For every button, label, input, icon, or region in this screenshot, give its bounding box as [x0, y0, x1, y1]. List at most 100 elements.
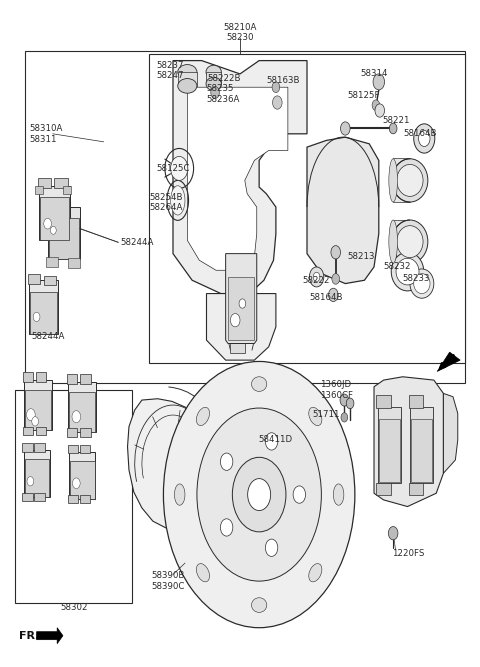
Bar	[80, 374, 91, 384]
Ellipse shape	[196, 564, 210, 582]
Polygon shape	[374, 377, 444, 506]
Bar	[410, 407, 433, 484]
Bar	[36, 372, 46, 382]
Ellipse shape	[309, 564, 322, 582]
Bar	[68, 258, 80, 268]
Bar	[409, 395, 423, 408]
Text: 58254B
58264A: 58254B 58264A	[149, 193, 182, 212]
Bar	[80, 428, 91, 437]
Text: FR.: FR.	[19, 631, 39, 641]
Text: 58390B
58390C: 58390B 58390C	[152, 572, 185, 591]
Ellipse shape	[178, 79, 197, 93]
Ellipse shape	[196, 408, 210, 426]
Ellipse shape	[391, 252, 424, 291]
Bar	[29, 280, 58, 334]
Text: 58233: 58233	[403, 274, 430, 283]
Circle shape	[44, 218, 51, 229]
Bar	[409, 483, 423, 494]
Ellipse shape	[178, 65, 197, 79]
Ellipse shape	[410, 269, 434, 298]
Circle shape	[273, 96, 282, 109]
Bar	[149, 54, 465, 364]
Bar	[34, 493, 45, 501]
Bar	[68, 382, 96, 432]
Bar	[411, 419, 432, 482]
Text: 51711: 51711	[313, 410, 340, 419]
Bar	[30, 291, 57, 334]
Polygon shape	[173, 61, 307, 293]
Bar	[36, 427, 46, 436]
Text: 58125C: 58125C	[156, 164, 190, 173]
Bar	[376, 395, 391, 408]
Bar	[38, 177, 51, 188]
Circle shape	[163, 362, 355, 628]
Text: 1360JD
1360CF: 1360JD 1360CF	[321, 380, 353, 400]
Circle shape	[310, 267, 324, 287]
Circle shape	[419, 131, 430, 147]
Circle shape	[346, 398, 354, 409]
Circle shape	[27, 477, 34, 486]
Ellipse shape	[397, 165, 423, 196]
Bar	[15, 390, 132, 603]
Text: 58221: 58221	[382, 116, 409, 125]
Bar	[39, 185, 70, 240]
Polygon shape	[444, 394, 458, 474]
Circle shape	[389, 123, 397, 134]
Bar	[46, 257, 58, 267]
Bar	[23, 427, 33, 436]
Bar	[24, 380, 52, 430]
Bar	[22, 444, 33, 452]
Ellipse shape	[333, 484, 344, 505]
Text: 58314: 58314	[360, 69, 388, 79]
Circle shape	[220, 453, 233, 470]
Circle shape	[414, 124, 435, 153]
Circle shape	[197, 408, 322, 581]
Ellipse shape	[174, 484, 185, 505]
Circle shape	[239, 299, 246, 308]
Circle shape	[313, 272, 320, 281]
Bar	[393, 219, 410, 263]
Ellipse shape	[252, 377, 267, 392]
Bar	[24, 450, 50, 496]
Ellipse shape	[389, 220, 397, 263]
Ellipse shape	[252, 598, 267, 612]
Ellipse shape	[206, 65, 221, 79]
Bar	[178, 72, 197, 86]
Circle shape	[340, 394, 348, 406]
Circle shape	[388, 526, 398, 540]
Bar	[24, 390, 51, 430]
Text: 58302: 58302	[60, 603, 88, 612]
Bar	[40, 197, 69, 240]
Bar	[24, 51, 465, 384]
Bar	[206, 72, 221, 84]
Circle shape	[220, 519, 233, 536]
Circle shape	[375, 104, 384, 117]
Ellipse shape	[206, 77, 221, 91]
Circle shape	[72, 411, 81, 423]
Circle shape	[265, 539, 278, 556]
Bar	[67, 428, 77, 437]
Ellipse shape	[397, 225, 423, 257]
Circle shape	[293, 486, 306, 503]
Ellipse shape	[392, 220, 428, 263]
Bar	[376, 483, 391, 494]
Polygon shape	[307, 137, 379, 283]
Circle shape	[32, 417, 38, 426]
Text: 58310A
58311: 58310A 58311	[29, 124, 63, 143]
Circle shape	[50, 226, 56, 234]
Polygon shape	[230, 340, 245, 354]
Circle shape	[230, 313, 240, 327]
Bar	[68, 445, 78, 454]
Bar	[80, 445, 90, 454]
Polygon shape	[226, 253, 257, 344]
Circle shape	[265, 433, 278, 450]
Bar	[393, 159, 410, 202]
Polygon shape	[187, 87, 288, 270]
Bar	[24, 459, 49, 496]
Circle shape	[72, 478, 80, 489]
Bar	[378, 407, 401, 484]
Bar	[22, 493, 33, 501]
Text: 58163B: 58163B	[266, 76, 300, 85]
Circle shape	[272, 82, 280, 93]
Bar	[48, 217, 79, 259]
